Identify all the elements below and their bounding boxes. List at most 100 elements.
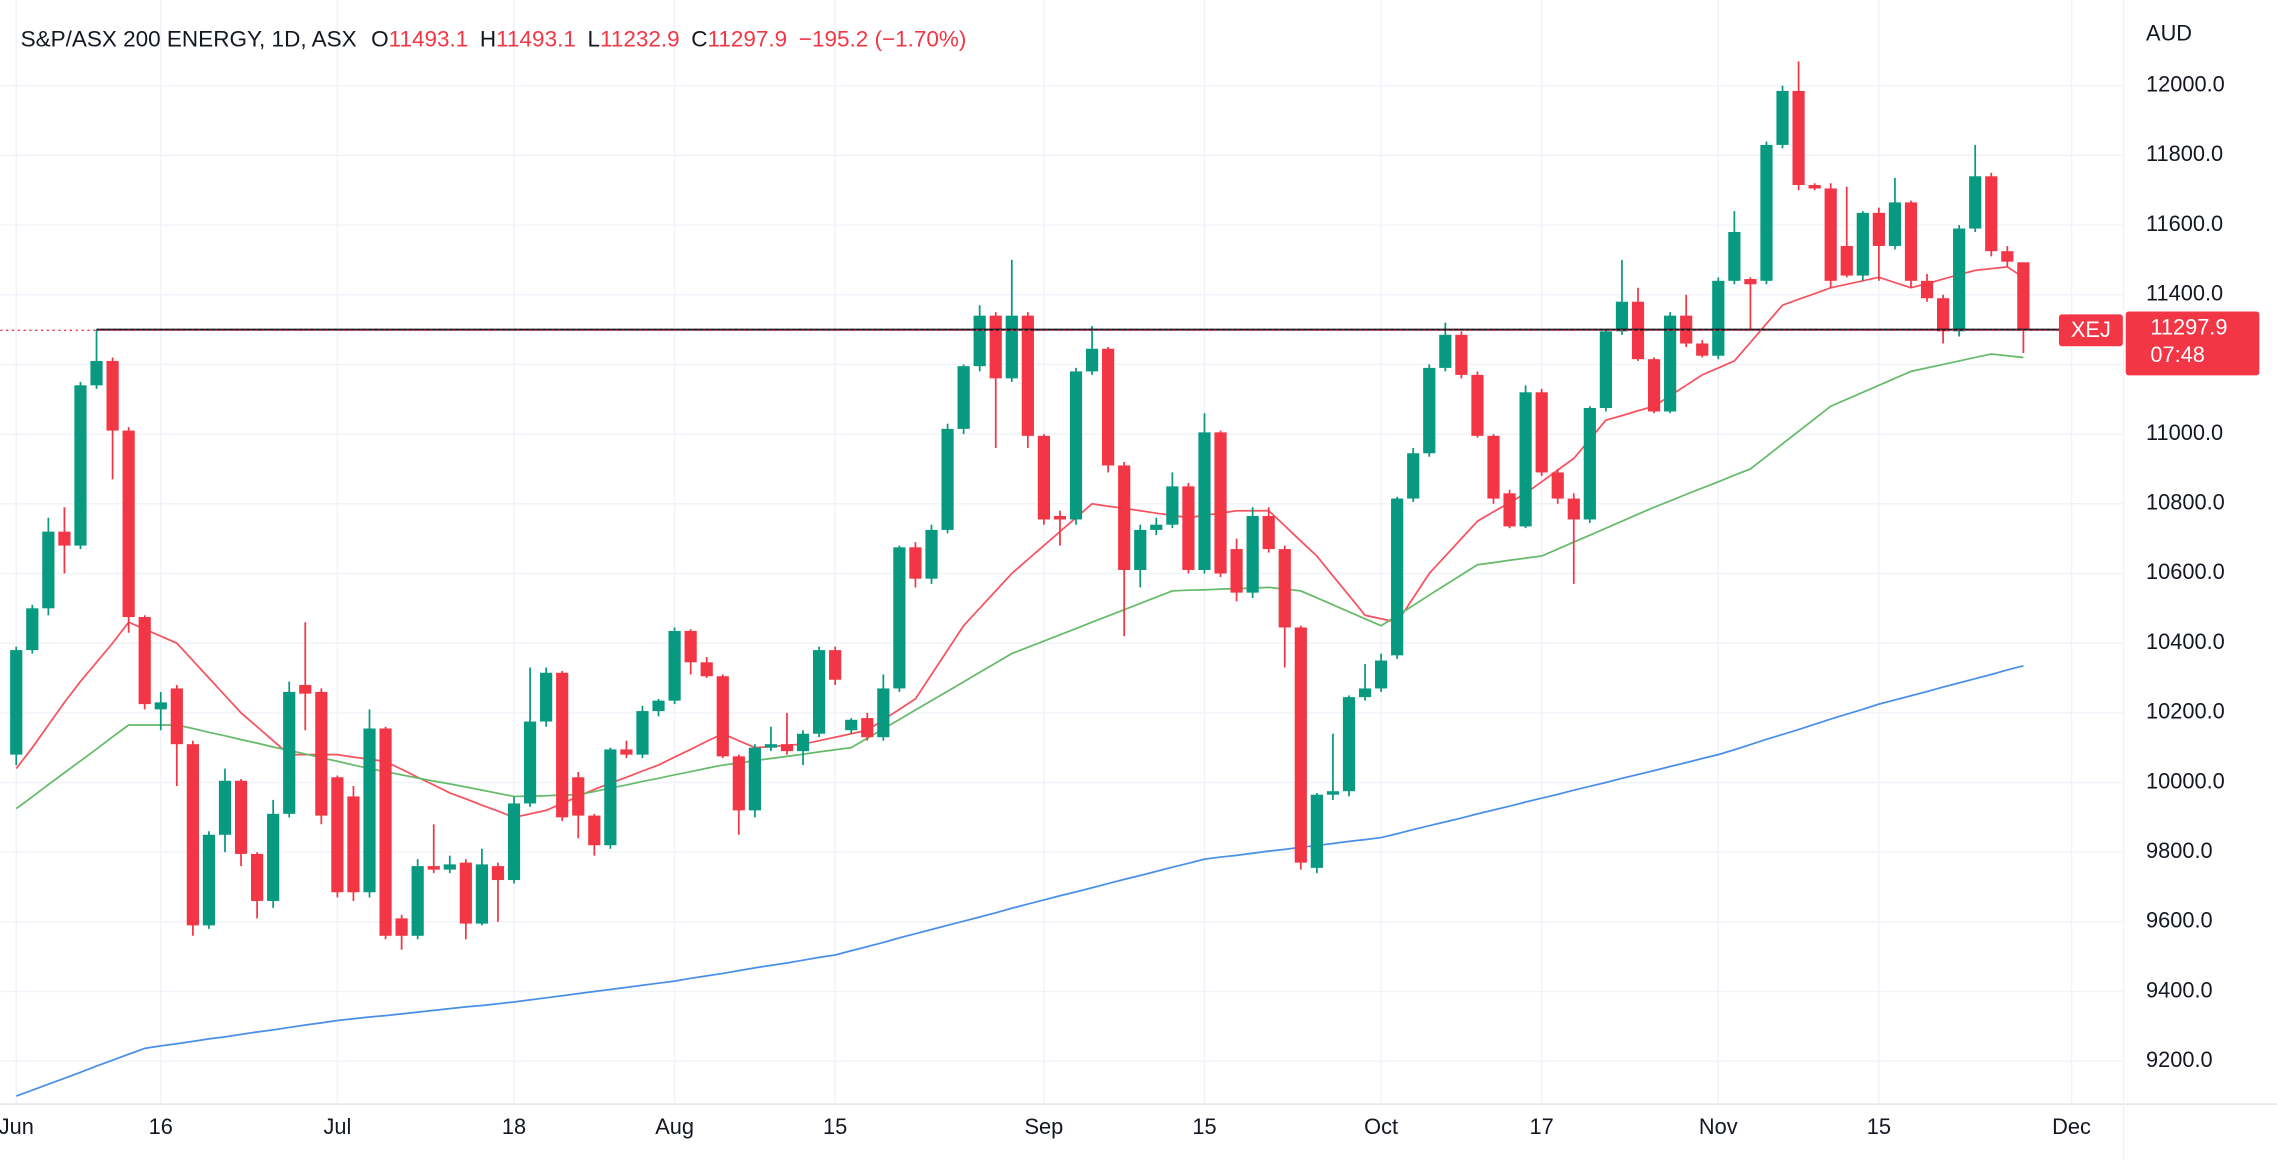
- x-tick-label: Oct: [1364, 1114, 1398, 1139]
- currency-label: AUD: [2146, 21, 2192, 46]
- y-tick-label: 10400.0: [2146, 629, 2225, 654]
- candle-body: [1294, 627, 1307, 863]
- candle-body: [1985, 176, 1998, 252]
- candle-body: [1069, 371, 1083, 520]
- candle-body: [10, 650, 23, 755]
- candle-body: [1664, 315, 1677, 412]
- candle-body: [1920, 280, 1934, 299]
- candle-body: [877, 688, 890, 738]
- candle-body: [1535, 392, 1548, 473]
- ohlc-label: O: [371, 27, 389, 52]
- candle-body: [684, 630, 697, 663]
- candle-body: [813, 650, 826, 734]
- candle-body: [861, 718, 874, 738]
- candle-body: [234, 780, 248, 854]
- candle-body: [170, 688, 183, 745]
- candle-body: [700, 662, 713, 677]
- candle-body: [26, 608, 39, 651]
- x-tick-label: 16: [149, 1114, 173, 1139]
- candle-body: [909, 547, 922, 579]
- candle-body: [1005, 315, 1018, 379]
- candle-body: [122, 430, 135, 618]
- candle-body: [1310, 794, 1323, 868]
- candle-body: [1439, 334, 1452, 368]
- candle-body: [1936, 298, 1950, 332]
- y-tick-label: 11400.0: [2146, 280, 2223, 305]
- ohlc-value: 11232.9: [600, 27, 680, 52]
- candle-body: [941, 428, 954, 530]
- candle-body: [1455, 334, 1468, 375]
- candle-body: [347, 796, 360, 893]
- candle-body: [1840, 245, 1853, 276]
- candle-body: [1647, 359, 1661, 412]
- y-tick-label: 10000.0: [2146, 768, 2225, 793]
- candle-body: [1760, 144, 1773, 281]
- candle-body: [443, 864, 456, 870]
- candle-body: [331, 777, 344, 893]
- candle-body: [459, 862, 472, 924]
- y-tick-label: 9800.0: [2146, 838, 2213, 863]
- candle-body: [845, 719, 858, 731]
- ohlc-value: 11493.1: [496, 27, 576, 52]
- y-tick-label: 11000.0: [2146, 420, 2223, 445]
- candle-body: [1134, 529, 1147, 570]
- candle-body: [540, 672, 553, 722]
- legend-title: S&P/ASX 200 ENERGY, 1D, ASX: [21, 27, 357, 52]
- candle-body: [1712, 280, 1725, 356]
- price-tag: [2125, 311, 2260, 376]
- candle-body: [1969, 176, 1982, 229]
- candle-body: [668, 630, 681, 701]
- candle-body: [427, 866, 440, 870]
- candle-body: [1567, 498, 1580, 520]
- candle-body: [588, 815, 601, 846]
- price-label: 11297.9: [2150, 315, 2227, 340]
- candle-body: [1744, 279, 1757, 285]
- candle-body: [251, 853, 264, 901]
- candle-body: [1246, 515, 1259, 593]
- plot-area: [10, 61, 2123, 1097]
- candle-body: [1728, 232, 1741, 281]
- candle-body: [1391, 498, 1404, 656]
- candle-body: [1278, 549, 1291, 628]
- change-label: −195.2 (−1.70%): [799, 27, 967, 52]
- x-tick-label: Aug: [655, 1114, 694, 1139]
- candle-body: [1904, 202, 1918, 281]
- y-tick-label: 10200.0: [2146, 699, 2225, 724]
- candle-body: [186, 744, 199, 926]
- candle-body: [1375, 660, 1388, 689]
- candle-body: [636, 711, 649, 755]
- candle-body: [58, 531, 71, 546]
- candle-body: [106, 360, 119, 431]
- candle-body: [299, 684, 312, 694]
- x-tick-label: Nov: [1699, 1114, 1738, 1139]
- candle-body: [2001, 251, 2014, 262]
- candle-body: [138, 617, 151, 705]
- candle-body: [74, 385, 87, 546]
- candle-body: [1326, 791, 1340, 795]
- candle-body: [1503, 493, 1516, 527]
- candle-body: [379, 728, 392, 936]
- x-tick-label: 15: [823, 1114, 847, 1139]
- y-tick-label: 12000.0: [2146, 71, 2225, 96]
- x-tick-label: 18: [502, 1114, 526, 1139]
- ohlc-label: L: [587, 27, 600, 52]
- candle-body: [732, 756, 745, 811]
- candle-body: [572, 777, 585, 816]
- candle-body: [1102, 348, 1115, 466]
- candle-body: [1519, 392, 1532, 527]
- candle-body: [1118, 465, 1131, 570]
- x-tick-label: 17: [1530, 1114, 1554, 1139]
- candle-body: [363, 728, 376, 893]
- ohlc-value: 11493.1: [389, 27, 469, 52]
- candle-body: [1053, 515, 1067, 520]
- countdown-label: 07:48: [2150, 342, 2204, 367]
- candle-body: [1182, 486, 1195, 570]
- candle-body: [925, 529, 938, 579]
- y-tick-label: 10600.0: [2146, 559, 2225, 584]
- candle-body: [796, 733, 810, 752]
- candle-body: [2017, 262, 2030, 331]
- candle-body: [1583, 407, 1596, 520]
- y-tick-label: 9200.0: [2146, 1047, 2213, 1072]
